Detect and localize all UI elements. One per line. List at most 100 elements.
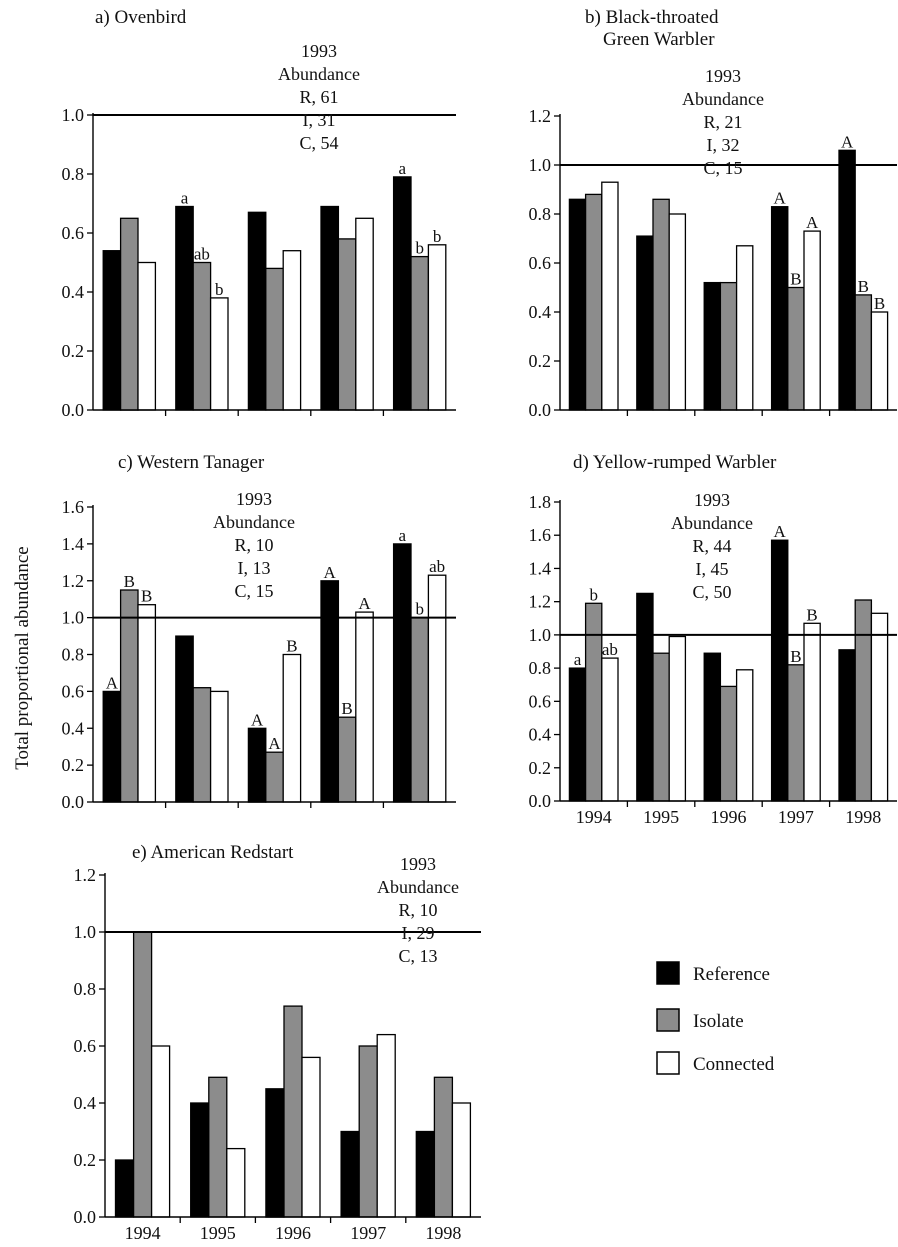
y-tick-label: 1.2 bbox=[529, 592, 552, 612]
bar-connected-1997 bbox=[803, 622, 821, 802]
x-tick-label: 1998 bbox=[425, 1223, 461, 1243]
chart-title: d) Yellow-rumped Warbler bbox=[573, 452, 777, 473]
significance-letter: b bbox=[589, 585, 598, 604]
bar-isolate-1998 bbox=[854, 294, 873, 411]
legend-item-isolate: Isolate bbox=[656, 1008, 744, 1032]
significance-letter: A bbox=[841, 132, 854, 151]
bar-connected-1994 bbox=[601, 657, 619, 802]
significance-letter: A bbox=[106, 673, 119, 692]
annotation-line: R, 44 bbox=[692, 536, 731, 556]
y-tick-label: 1.0 bbox=[62, 105, 85, 125]
bar-connected-1998 bbox=[427, 244, 447, 411]
significance-letter: A bbox=[324, 563, 337, 582]
bar-connected-1997 bbox=[355, 217, 374, 411]
annotation-line: C, 50 bbox=[692, 582, 731, 602]
bar-connected-1995 bbox=[209, 297, 229, 411]
significance-letter: ab bbox=[194, 245, 210, 264]
bar-isolate-1997 bbox=[358, 1045, 378, 1218]
bar-isolate-1998 bbox=[410, 255, 430, 411]
bar-isolate-1994 bbox=[584, 193, 603, 411]
legend-label-reference: Reference bbox=[693, 964, 770, 985]
bar-reference-1998 bbox=[838, 649, 856, 802]
x-tick-label: 1998 bbox=[845, 807, 881, 827]
y-tick-label: 0.0 bbox=[529, 400, 552, 420]
x-tick-label: 1997 bbox=[350, 1223, 386, 1243]
bar-reference-1995 bbox=[636, 592, 654, 802]
y-tick-label: 1.2 bbox=[62, 571, 85, 591]
annotation-line: R, 61 bbox=[299, 87, 338, 107]
y-tick-label: 0.0 bbox=[74, 1207, 97, 1227]
y-tick-label: 1.0 bbox=[529, 625, 552, 645]
significance-letter: B bbox=[874, 294, 885, 313]
legend-item-reference: Reference bbox=[656, 961, 770, 985]
bar-isolate-1995 bbox=[652, 198, 670, 411]
annotation-line: C, 15 bbox=[234, 581, 273, 601]
bar-reference-1998 bbox=[392, 176, 412, 411]
legend: Reference Isolate Connected bbox=[656, 961, 775, 1075]
bar-connected-1995 bbox=[668, 635, 687, 802]
bar-isolate-1996 bbox=[719, 281, 738, 411]
bar-isolate-1998 bbox=[433, 1076, 454, 1218]
bar-reference-1997 bbox=[770, 539, 789, 802]
bar-isolate-1995 bbox=[192, 687, 212, 803]
significance-letter: A bbox=[806, 213, 819, 232]
x-tick-label: 1994 bbox=[125, 1223, 161, 1243]
y-tick-label: 1.6 bbox=[62, 497, 85, 517]
annotation-line: I, 31 bbox=[303, 110, 336, 130]
chart-panel-5: e) American Redstart 1994 1995 1996 1997 1998… bbox=[74, 842, 481, 1243]
annotation-line: 1993 bbox=[400, 854, 436, 874]
y-tick-label: 0.2 bbox=[529, 351, 552, 371]
x-tick-label: 1995 bbox=[643, 807, 679, 827]
significance-letter: B bbox=[790, 270, 801, 289]
annotation-line: I, 32 bbox=[707, 135, 740, 155]
y-tick-label: 1.4 bbox=[529, 558, 552, 578]
significance-letter: B bbox=[141, 587, 152, 606]
y-tick-label: 1.2 bbox=[529, 106, 552, 126]
bar-connected-1996 bbox=[735, 245, 754, 411]
y-tick-label: 0.2 bbox=[62, 755, 85, 775]
chart-panel-3: c) Western TanagerABBAABABAabab0.00.20.4… bbox=[62, 452, 456, 812]
chart-title: b) Black-throated bbox=[585, 7, 719, 28]
bar-connected-1997 bbox=[376, 1033, 396, 1218]
bar-reference-1994 bbox=[102, 690, 122, 803]
bar-isolate-1995 bbox=[208, 1076, 228, 1218]
significance-letter: B bbox=[124, 572, 135, 591]
chart-title: Green Warbler bbox=[603, 29, 715, 50]
annotation-line: I, 29 bbox=[402, 923, 435, 943]
significance-letter: b bbox=[415, 239, 424, 258]
bar-reference-1994 bbox=[568, 667, 587, 802]
significance-letter: ab bbox=[429, 557, 445, 576]
bar-isolate-1994 bbox=[584, 602, 603, 802]
y-tick-label: 0.8 bbox=[529, 658, 552, 678]
bar-isolate-1996 bbox=[265, 751, 284, 803]
x-tick-label: 1997 bbox=[778, 807, 814, 827]
bar-connected-1995 bbox=[668, 213, 687, 411]
y-tick-label: 0.8 bbox=[62, 645, 85, 665]
annotation-line: 1993 bbox=[236, 489, 272, 509]
bar-connected-1995 bbox=[226, 1147, 246, 1218]
annotation-line: C, 15 bbox=[703, 158, 742, 178]
bar-connected-1998 bbox=[870, 612, 889, 802]
y-tick-label: 1.8 bbox=[529, 492, 552, 512]
annotation-line: Abundance bbox=[671, 513, 753, 533]
chart-title: c) Western Tanager bbox=[118, 452, 265, 473]
significance-letter: A bbox=[774, 189, 787, 208]
bar-connected-1996 bbox=[735, 669, 754, 802]
y-tick-label: 0.6 bbox=[74, 1036, 97, 1056]
annotation-line: C, 54 bbox=[299, 133, 338, 153]
annotation-line: R, 21 bbox=[703, 112, 742, 132]
significance-letter: a bbox=[399, 159, 407, 178]
y-tick-label: 0.2 bbox=[74, 1150, 97, 1170]
x-tick-label: 1995 bbox=[200, 1223, 236, 1243]
y-tick-label: 0.0 bbox=[62, 400, 85, 420]
bar-isolate-1996 bbox=[719, 685, 738, 802]
bar-reference-1995 bbox=[636, 235, 654, 411]
bar-reference-1996 bbox=[703, 652, 722, 802]
y-tick-label: 0.4 bbox=[529, 302, 552, 322]
annotation-line: Abundance bbox=[213, 512, 295, 532]
bar-connected-1994 bbox=[150, 1045, 171, 1218]
y-tick-label: 0.4 bbox=[74, 1093, 97, 1113]
significance-letter: ab bbox=[602, 640, 618, 659]
bar-isolate-1997 bbox=[337, 716, 357, 803]
bar-connected-1994 bbox=[601, 181, 619, 411]
